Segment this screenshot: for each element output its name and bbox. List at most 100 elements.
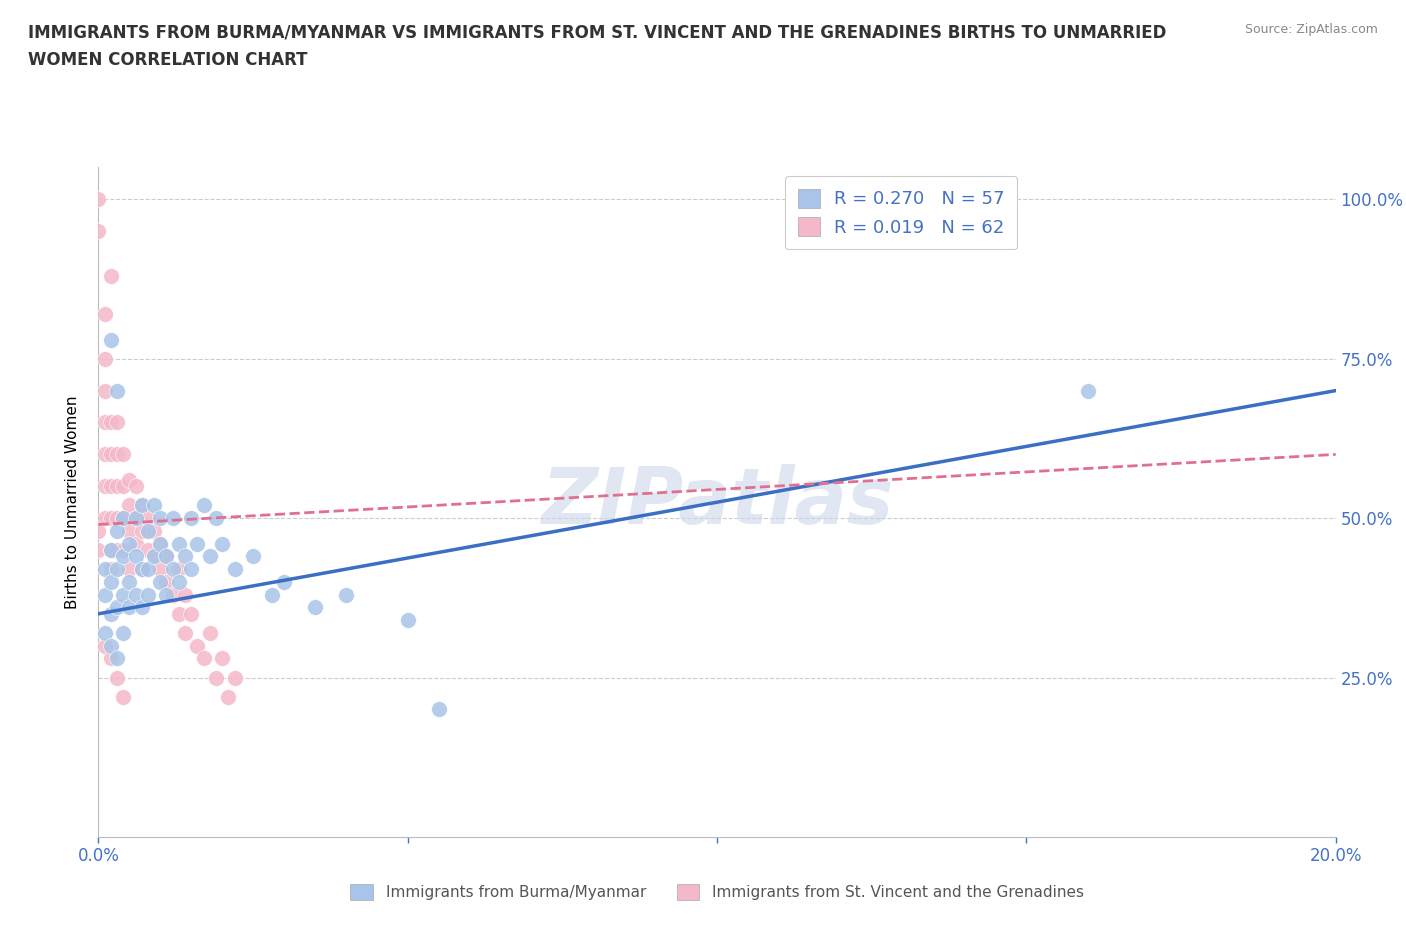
Point [131, 498, 153, 512]
Point [105, 600, 128, 615]
Point [124, 549, 146, 564]
Point [112, 587, 135, 602]
Point [112, 447, 135, 462]
Point [162, 587, 184, 602]
Point [260, 587, 283, 602]
Point [242, 549, 264, 564]
Point [87, 524, 110, 538]
Point [155, 575, 177, 590]
Point [205, 671, 228, 685]
Point [93, 562, 115, 577]
Point [162, 511, 184, 525]
Point [131, 524, 153, 538]
Point [131, 562, 153, 577]
Point [211, 651, 233, 666]
Point [105, 671, 128, 685]
Point [211, 537, 233, 551]
Point [100, 479, 122, 494]
Point [180, 606, 202, 621]
Point [167, 562, 190, 577]
Point [149, 575, 172, 590]
Point [136, 524, 159, 538]
Point [100, 651, 122, 666]
Point [105, 511, 128, 525]
Point [124, 587, 146, 602]
Point [100, 606, 122, 621]
Point [217, 689, 239, 704]
Point [205, 511, 228, 525]
Point [100, 542, 122, 557]
Point [112, 511, 135, 525]
Point [93, 415, 115, 430]
Point [112, 689, 135, 704]
Point [224, 562, 246, 577]
Point [193, 498, 215, 512]
Point [149, 511, 172, 525]
Point [118, 600, 141, 615]
Point [118, 537, 141, 551]
Point [149, 562, 172, 577]
Point [105, 479, 128, 494]
Point [124, 511, 146, 525]
Point [273, 575, 295, 590]
Point [105, 562, 128, 577]
Point [105, 651, 128, 666]
Point [186, 638, 208, 653]
Point [180, 511, 202, 525]
Point [93, 307, 115, 322]
Point [105, 542, 128, 557]
Text: Source: ZipAtlas.com: Source: ZipAtlas.com [1244, 23, 1378, 36]
Point [174, 587, 197, 602]
Point [149, 537, 172, 551]
Point [124, 511, 146, 525]
Point [93, 626, 115, 641]
Point [118, 575, 141, 590]
Text: ZIPatlas: ZIPatlas [541, 464, 893, 540]
Point [136, 511, 159, 525]
Point [100, 415, 122, 430]
Point [427, 702, 450, 717]
Point [174, 549, 197, 564]
Y-axis label: Births to Unmarried Women: Births to Unmarried Women [65, 395, 80, 609]
Point [167, 606, 190, 621]
Point [105, 415, 128, 430]
Point [93, 638, 115, 653]
Point [186, 537, 208, 551]
Point [174, 626, 197, 641]
Point [335, 587, 357, 602]
Point [112, 549, 135, 564]
Point [124, 479, 146, 494]
Point [193, 651, 215, 666]
Point [118, 562, 141, 577]
Point [100, 332, 122, 347]
Point [87, 224, 110, 239]
Point [105, 524, 128, 538]
Point [167, 575, 190, 590]
Text: IMMIGRANTS FROM BURMA/MYANMAR VS IMMIGRANTS FROM ST. VINCENT AND THE GRENADINES : IMMIGRANTS FROM BURMA/MYANMAR VS IMMIGRA… [28, 23, 1167, 41]
Point [198, 549, 221, 564]
Point [87, 192, 110, 206]
Point [1077, 383, 1099, 398]
Point [118, 472, 141, 487]
Point [124, 537, 146, 551]
Point [100, 447, 122, 462]
Point [93, 352, 115, 366]
Point [162, 562, 184, 577]
Point [143, 524, 166, 538]
Point [112, 542, 135, 557]
Point [224, 671, 246, 685]
Point [93, 587, 115, 602]
Point [93, 511, 115, 525]
Point [136, 587, 159, 602]
Point [100, 269, 122, 284]
Point [118, 498, 141, 512]
Point [100, 542, 122, 557]
Point [112, 479, 135, 494]
Point [396, 613, 419, 628]
Point [155, 587, 177, 602]
Point [100, 575, 122, 590]
Point [136, 542, 159, 557]
Legend: Immigrants from Burma/Myanmar, Immigrants from St. Vincent and the Grenadines: Immigrants from Burma/Myanmar, Immigrant… [344, 878, 1090, 907]
Point [100, 638, 122, 653]
Point [131, 498, 153, 512]
